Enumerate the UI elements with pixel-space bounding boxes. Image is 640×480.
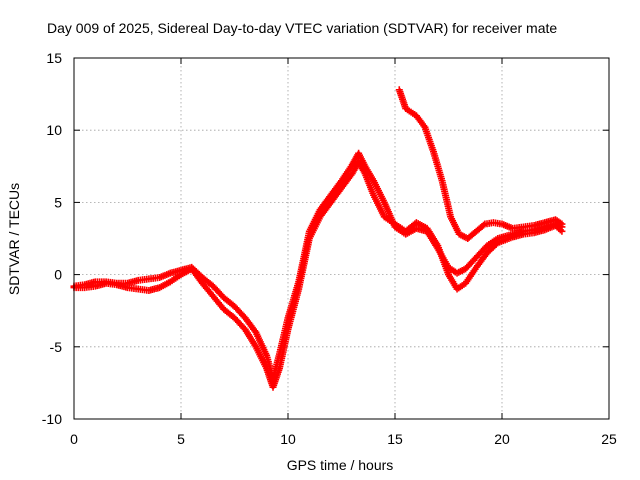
track-mark: [165, 270, 173, 278]
x-tick-label: 20: [494, 431, 510, 447]
track-mark: [556, 219, 564, 227]
series-track-1: [70, 149, 566, 383]
series-track-3: [395, 86, 566, 242]
track-mark: [446, 211, 454, 219]
grid: [74, 58, 609, 419]
y-tick-label: 0: [54, 267, 62, 283]
track-mark: [479, 221, 487, 229]
track-mark: [433, 240, 441, 248]
x-tick-label: 10: [280, 431, 296, 447]
track-mark: [315, 215, 323, 223]
track-mark: [262, 350, 270, 358]
track-mark: [389, 219, 397, 227]
y-tick-label: 15: [46, 50, 62, 66]
track-mark: [539, 226, 547, 234]
track-mark: [227, 311, 235, 319]
x-tick-label: 0: [70, 431, 78, 447]
track-mark: [429, 146, 437, 154]
track-mark: [360, 168, 368, 176]
track-mark: [251, 327, 259, 335]
y-tick-label: 10: [46, 122, 62, 138]
track-mark: [262, 362, 270, 370]
track-mark: [469, 230, 477, 238]
series-track-2: [70, 158, 566, 391]
track-mark: [496, 220, 504, 228]
track-mark: [480, 245, 488, 253]
track-mark: [507, 234, 515, 242]
track-mark: [154, 284, 162, 292]
track-mark: [275, 366, 283, 374]
x-tick-label: 25: [601, 431, 617, 447]
track-mark: [305, 237, 313, 245]
track-mark: [369, 189, 377, 197]
track-mark: [420, 122, 428, 130]
track-mark: [153, 274, 161, 282]
y-axis-label: SDTVAR / TECUs: [6, 183, 22, 295]
y-tick-label: -10: [42, 411, 62, 427]
track-mark: [165, 279, 173, 287]
track-mark: [409, 221, 417, 229]
y-tick-label: 5: [54, 194, 62, 210]
y-tick-label: -5: [50, 339, 63, 355]
track-mark: [239, 311, 247, 319]
track-mark: [251, 341, 259, 349]
track-mark: [239, 323, 247, 331]
track-mark: [556, 226, 564, 234]
track-mark: [227, 300, 235, 308]
track-mark: [437, 175, 445, 183]
track-mark: [284, 328, 292, 336]
track-mark: [294, 287, 302, 295]
track-mark: [491, 242, 499, 250]
chart-title: Day 009 of 2025, Sidereal Day-to-day VTE…: [47, 20, 557, 36]
track-mark: [206, 280, 214, 288]
track-mark: [175, 272, 183, 280]
x-ticks: 0 5 10 15 20 25: [70, 58, 617, 447]
track-mark: [217, 291, 225, 299]
track-mark: [379, 196, 387, 204]
plot-data: [70, 86, 566, 391]
x-tick-label: 15: [387, 431, 403, 447]
track-mark: [539, 219, 547, 227]
track-mark: [444, 269, 452, 277]
track-mark: [470, 256, 478, 264]
x-axis-label: GPS time / hours: [287, 457, 394, 473]
x-tick-label: 5: [177, 431, 185, 447]
track-mark: [478, 222, 486, 230]
plot-frame: [73, 57, 610, 420]
y-ticks: -10 -5 0 5 10 15: [42, 50, 609, 427]
